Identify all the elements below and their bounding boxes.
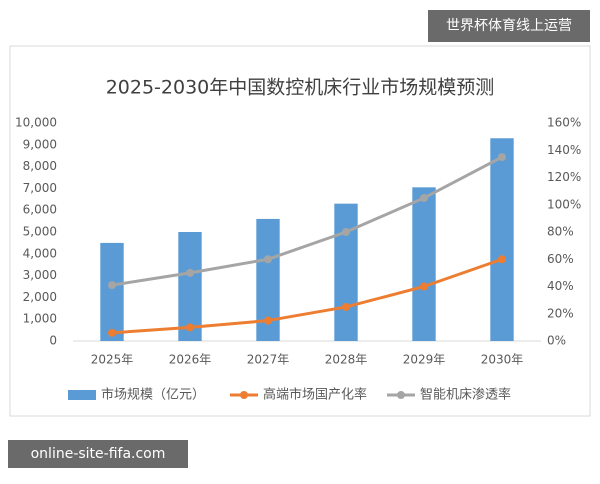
legend-label: 市场规模（亿元） <box>101 387 205 403</box>
line <box>111 257 503 335</box>
y-tick-label: 4,000 <box>23 246 57 260</box>
y-tick-label: 5,000 <box>23 225 57 239</box>
line-marker <box>186 268 194 277</box>
y2-tick-label: 100% <box>547 197 581 211</box>
y2-tick-label: 60% <box>547 252 574 266</box>
bar <box>256 218 280 341</box>
line-marker <box>420 193 428 202</box>
bar <box>490 138 514 341</box>
y-tick-label: 1,000 <box>23 312 57 326</box>
y2-tick-label: 40% <box>547 279 574 293</box>
y-tick-label: 8,000 <box>23 159 57 173</box>
line-marker <box>108 281 116 290</box>
bar <box>412 187 436 341</box>
legend-swatch <box>397 391 405 399</box>
bar <box>334 203 358 341</box>
chart-title: 2025-2030年中国数控机床行业市场规模预测 <box>106 77 495 99</box>
y-tick-label: 9,000 <box>23 137 57 151</box>
line-marker <box>498 255 506 264</box>
y2-tick-label: 140% <box>547 143 581 157</box>
y2-tick-label: 20% <box>547 306 574 320</box>
x-tick-label: 2029年 <box>403 353 446 367</box>
line-marker <box>264 316 272 325</box>
line-marker <box>498 153 506 162</box>
y-tick-label: 2,000 <box>23 290 57 304</box>
y-tick-label: 6,000 <box>23 203 57 217</box>
y-tick-label: 0 <box>49 334 57 348</box>
y2-tick-label: 0% <box>547 334 566 348</box>
line-marker <box>186 323 194 332</box>
y-tick-label: 10,000 <box>15 116 57 130</box>
watermark-text: 世界杯体育线上运营 <box>446 18 572 34</box>
x-tick-label: 2028年 <box>325 353 368 367</box>
x-tick-label: 2027年 <box>247 353 290 367</box>
bar <box>100 242 124 341</box>
bar <box>178 232 202 341</box>
watermark-box <box>428 10 590 42</box>
y-tick-label: 3,000 <box>23 268 57 282</box>
x-tick-label: 2030年 <box>481 353 524 367</box>
watermark-box <box>8 440 188 468</box>
line-marker <box>342 302 350 311</box>
legend-swatch <box>68 390 96 400</box>
y2-tick-label: 120% <box>547 170 581 184</box>
legend-label: 高端市场国产化率 <box>263 387 367 403</box>
y2-tick-label: 80% <box>547 225 574 239</box>
watermark-text: online-site-fifa.com <box>31 446 166 462</box>
y2-tick-label: 160% <box>547 116 581 130</box>
legend-label: 智能机床渗透率 <box>420 387 511 403</box>
line-marker <box>420 282 428 291</box>
legend-swatch <box>240 391 248 399</box>
x-tick-label: 2025年 <box>91 353 134 367</box>
x-tick-label: 2026年 <box>169 353 212 367</box>
line <box>111 155 503 287</box>
line-marker <box>108 328 116 337</box>
line-marker <box>264 255 272 264</box>
y-tick-label: 7,000 <box>23 181 57 195</box>
line-marker <box>342 228 350 236</box>
